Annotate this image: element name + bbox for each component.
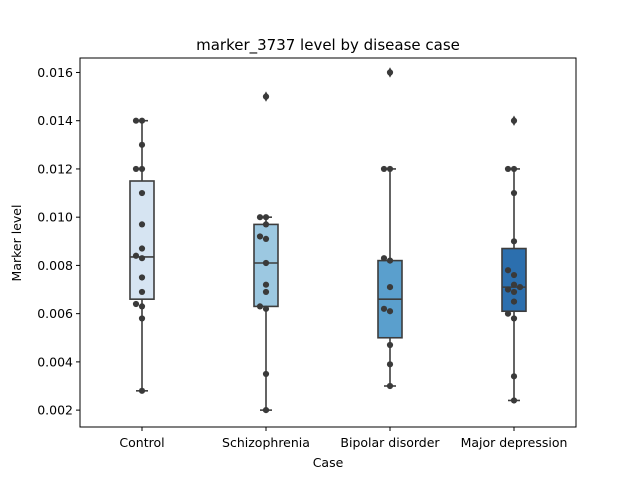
point-2-2 (386, 341, 394, 349)
point-0-1 (138, 315, 146, 322)
point-0-6 (138, 255, 146, 262)
point-0-13 (138, 141, 146, 148)
chart-title: marker_3737 level by disease case (196, 36, 460, 55)
point-0-9 (138, 221, 146, 228)
x-axis: Control Schizophrenia Bipolar disorder Majo… (119, 427, 567, 450)
plot-frame (79, 57, 577, 428)
point-1-0 (262, 407, 270, 414)
y-tick-label-0: 0.002 (37, 403, 73, 418)
box-3 (501, 115, 527, 402)
x-tick-label-1: Schizophrenia (222, 435, 310, 450)
point-2-3 (386, 308, 394, 315)
point-1-2 (262, 305, 270, 312)
point-0-11 (138, 165, 146, 173)
point-1-10 (262, 214, 270, 221)
point-3-15 (510, 117, 518, 124)
point-0-14 (138, 117, 146, 124)
y-tick-label-7: 0.016 (37, 65, 73, 80)
x-axis-label: Case (313, 455, 344, 470)
point-1-8 (256, 233, 264, 240)
point-2-5 (386, 284, 394, 291)
x-tick-label-3: Major depression (461, 435, 568, 450)
y-tick-label-1: 0.004 (37, 354, 73, 369)
point-3-6 (504, 286, 512, 293)
point-3-10 (504, 267, 512, 274)
point-1-5 (262, 281, 270, 288)
y-tick-label-2: 0.006 (37, 306, 73, 321)
point-3-0 (510, 397, 518, 404)
point-2-9 (380, 165, 388, 173)
y-tick-label-3: 0.008 (37, 258, 73, 273)
point-3-4 (510, 298, 518, 305)
point-3-1 (510, 373, 518, 380)
box-2 (377, 67, 403, 387)
point-3-14 (504, 165, 512, 173)
point-1-12 (262, 93, 270, 100)
point-0-12 (132, 165, 140, 173)
point-2-7 (380, 255, 388, 262)
point-0-4 (138, 288, 146, 296)
point-3-8 (510, 281, 518, 288)
x-tick-label-0: Control (119, 435, 164, 450)
point-0-3 (132, 300, 140, 308)
point-3-11 (510, 238, 518, 245)
point-0-8 (138, 245, 146, 252)
point-3-7 (516, 284, 524, 291)
box-rect-0 (129, 180, 155, 300)
y-tick-label-5: 0.012 (37, 161, 73, 176)
point-0-7 (132, 252, 140, 259)
point-1-11 (256, 214, 264, 221)
point-1-6 (262, 259, 270, 267)
y-tick-label-4: 0.010 (37, 210, 73, 225)
point-0-10 (138, 189, 146, 197)
point-2-0 (386, 382, 394, 390)
point-2-1 (386, 361, 394, 368)
boxes-layer (129, 67, 527, 411)
point-0-5 (138, 274, 146, 281)
point-1-1 (262, 370, 270, 378)
point-2-6 (386, 257, 394, 264)
point-3-3 (504, 310, 512, 317)
y-axis-label: Marker level (9, 205, 24, 282)
point-3-2 (510, 315, 518, 322)
point-1-3 (256, 303, 264, 310)
box-1 (253, 91, 279, 411)
point-0-2 (138, 303, 146, 310)
point-3-12 (510, 189, 518, 197)
point-2-8 (386, 165, 394, 173)
point-2-4 (380, 305, 388, 312)
point-3-13 (510, 165, 518, 173)
point-1-4 (262, 288, 270, 296)
point-3-5 (510, 288, 518, 296)
x-tick-label-2: Bipolar disorder (340, 435, 440, 450)
y-tick-label-6: 0.014 (37, 113, 73, 128)
point-0-0 (138, 387, 146, 394)
point-1-9 (262, 221, 270, 228)
points-layer (132, 69, 524, 414)
y-axis: 0.002 0.004 0.006 0.008 0.010 0.012 0.014 0.016 (37, 65, 80, 418)
point-2-10 (386, 69, 394, 76)
point-3-9 (510, 271, 518, 279)
point-1-7 (262, 235, 270, 242)
point-0-15 (132, 117, 140, 124)
